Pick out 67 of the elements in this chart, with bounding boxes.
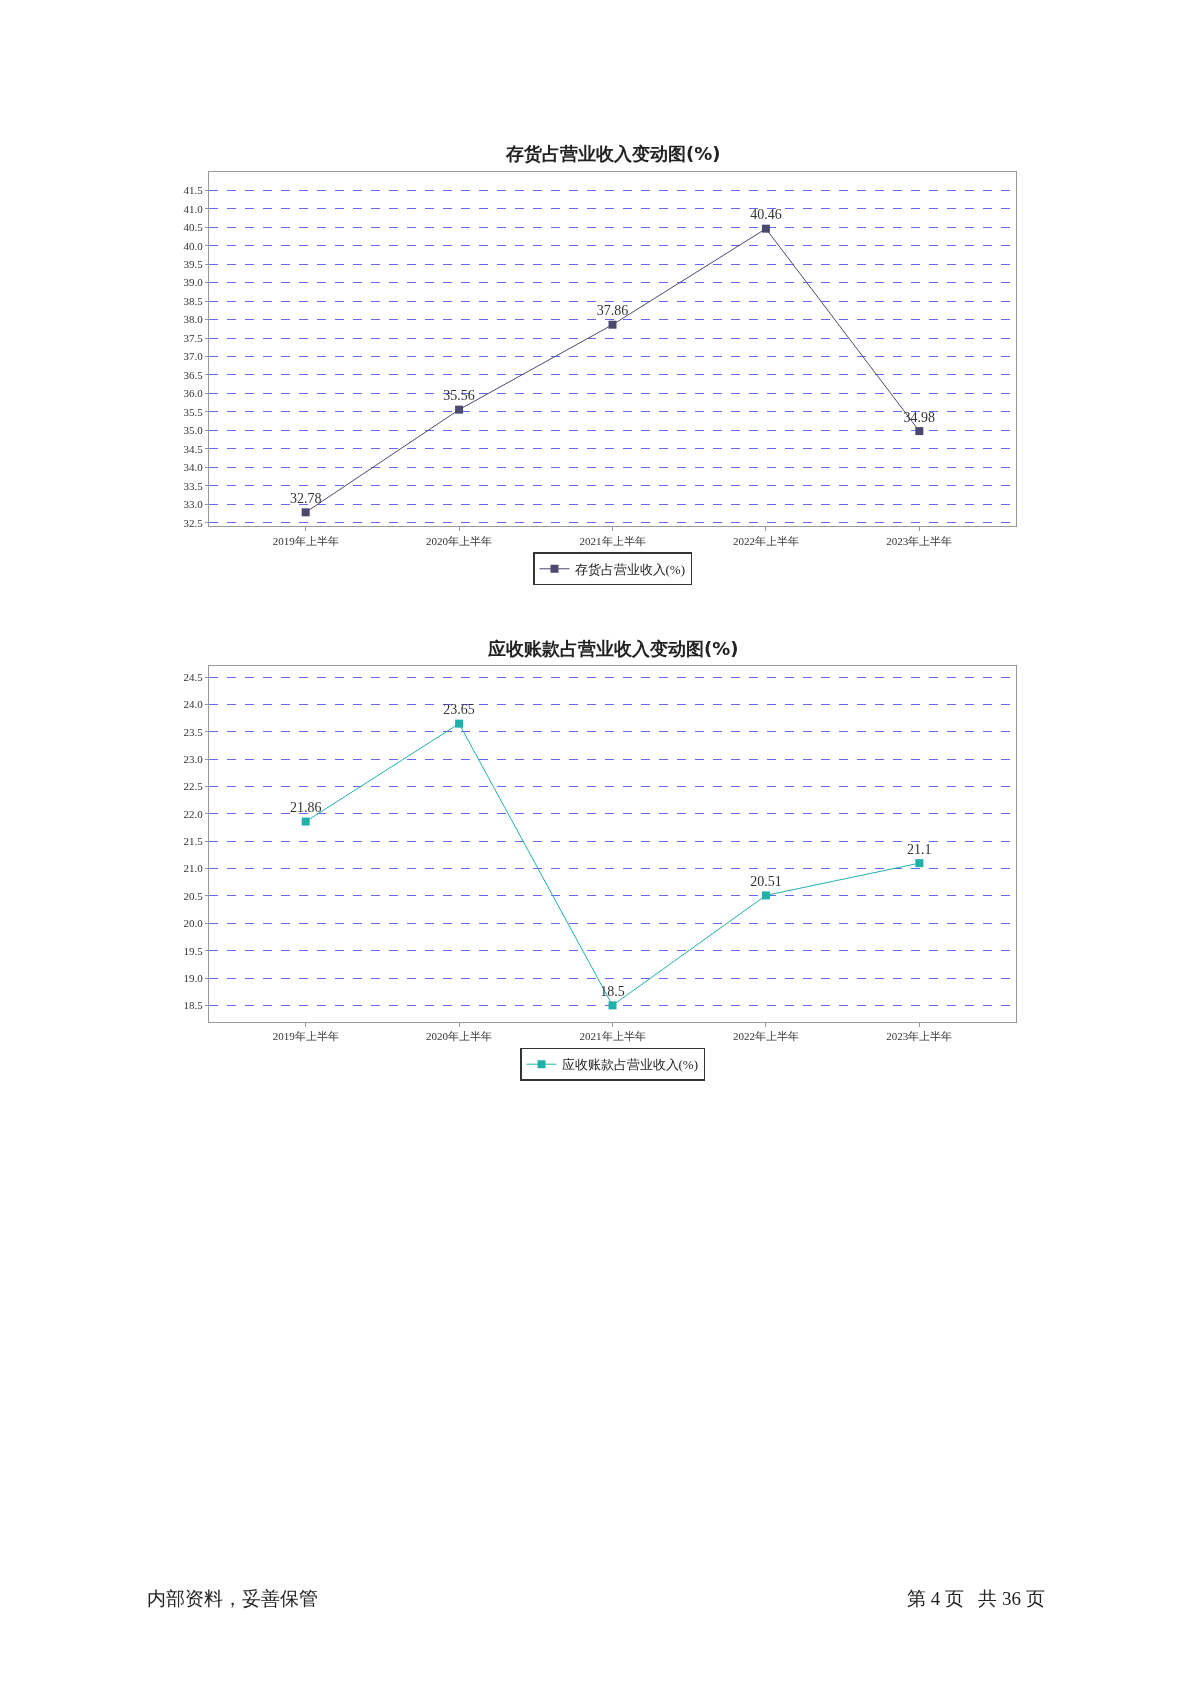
data-label: 34.98 <box>903 409 936 425</box>
x-tick-label: 2022年上半年 <box>732 1029 799 1042</box>
data-label: 21.1 <box>907 841 932 857</box>
y-tick-label: 32.5 <box>183 516 204 529</box>
data-label: 32.78 <box>289 490 322 506</box>
x-tick-label: 2020年上半年 <box>426 1029 493 1042</box>
y-tick-label: 36.5 <box>183 368 204 381</box>
point <box>301 817 310 826</box>
y-tick-label: 41.0 <box>183 202 204 215</box>
y-tick-label: 18.5 <box>183 999 204 1012</box>
point <box>761 891 770 900</box>
text: 第 4 页 共 36 页 <box>907 1588 1045 1609</box>
y-tick-label: 37.0 <box>183 350 204 363</box>
chart-title: 应收账款占营业收入变动图(%) <box>487 638 739 659</box>
y-tick-label: 38.0 <box>183 313 204 326</box>
point <box>915 427 924 436</box>
point <box>608 320 617 329</box>
y-tick-label: 38.5 <box>183 294 204 307</box>
y-tick-label: 34.0 <box>183 461 204 474</box>
x-tick-label: 2023年上半年 <box>886 534 953 547</box>
y-tick-label: 22.5 <box>183 780 204 793</box>
x-tick-label: 2019年上半年 <box>272 534 339 547</box>
y-tick-label: 24.5 <box>183 671 204 683</box>
y-tick-label: 33.5 <box>183 479 204 492</box>
x-tick-label: 2022年上半年 <box>732 534 799 547</box>
y-tick-label: 37.5 <box>183 331 204 344</box>
chart-title: 存货占营业收入变动图(%) <box>505 143 721 164</box>
x-tick-label: 2020年上半年 <box>426 534 493 547</box>
data-label: 37.86 <box>596 303 629 319</box>
data-label: 20.51 <box>750 873 782 889</box>
y-tick-label: 23.5 <box>183 725 204 738</box>
y-tick-label: 23.0 <box>183 753 204 766</box>
y-tick-label: 21.0 <box>183 862 204 875</box>
y-tick-label: 39.0 <box>183 276 204 289</box>
y-tick-label: 20.0 <box>183 917 204 930</box>
y-tick-label: 24.0 <box>183 698 204 711</box>
legend-label: 应收账款占营业收入(%) <box>561 1057 698 1073</box>
point <box>455 405 464 414</box>
y-tick-label: 19.5 <box>183 944 204 957</box>
x-tick-label: 2021年上半年 <box>579 534 646 547</box>
y-tick-label: 36.0 <box>183 387 204 400</box>
data-label: 35.56 <box>443 388 475 404</box>
y-tick-label: 35.0 <box>183 424 204 437</box>
y-tick-label: 19.0 <box>183 971 204 984</box>
x-tick-label: 2023年上半年 <box>886 1029 953 1042</box>
y-tick-label: 22.0 <box>183 807 204 820</box>
y-tick-label: 21.5 <box>183 835 204 848</box>
point <box>608 1001 617 1010</box>
y-tick-label: 40.5 <box>183 221 204 234</box>
y-tick-label: 35.5 <box>183 405 204 418</box>
y-tick-label: 33.0 <box>183 498 204 511</box>
point <box>915 859 924 868</box>
legend-label: 存货占营业收入(%) <box>574 561 685 577</box>
y-tick-label: 20.5 <box>183 889 204 902</box>
y-tick-label: 40.0 <box>183 239 204 252</box>
data-label: 23.65 <box>443 702 475 718</box>
data-label: 40.46 <box>750 207 782 223</box>
x-tick-label: 2021年上半年 <box>579 1029 646 1042</box>
y-tick-label: 34.5 <box>183 442 204 455</box>
point <box>455 719 464 728</box>
text: 内部资料，妥善保管 <box>147 1588 318 1609</box>
point <box>301 508 310 517</box>
data-label: 21.86 <box>289 800 322 816</box>
y-tick-label: 41.5 <box>183 184 204 197</box>
x-tick-label: 2019年上半年 <box>272 1029 339 1042</box>
y-tick-label: 39.5 <box>183 257 204 270</box>
point <box>761 224 770 233</box>
